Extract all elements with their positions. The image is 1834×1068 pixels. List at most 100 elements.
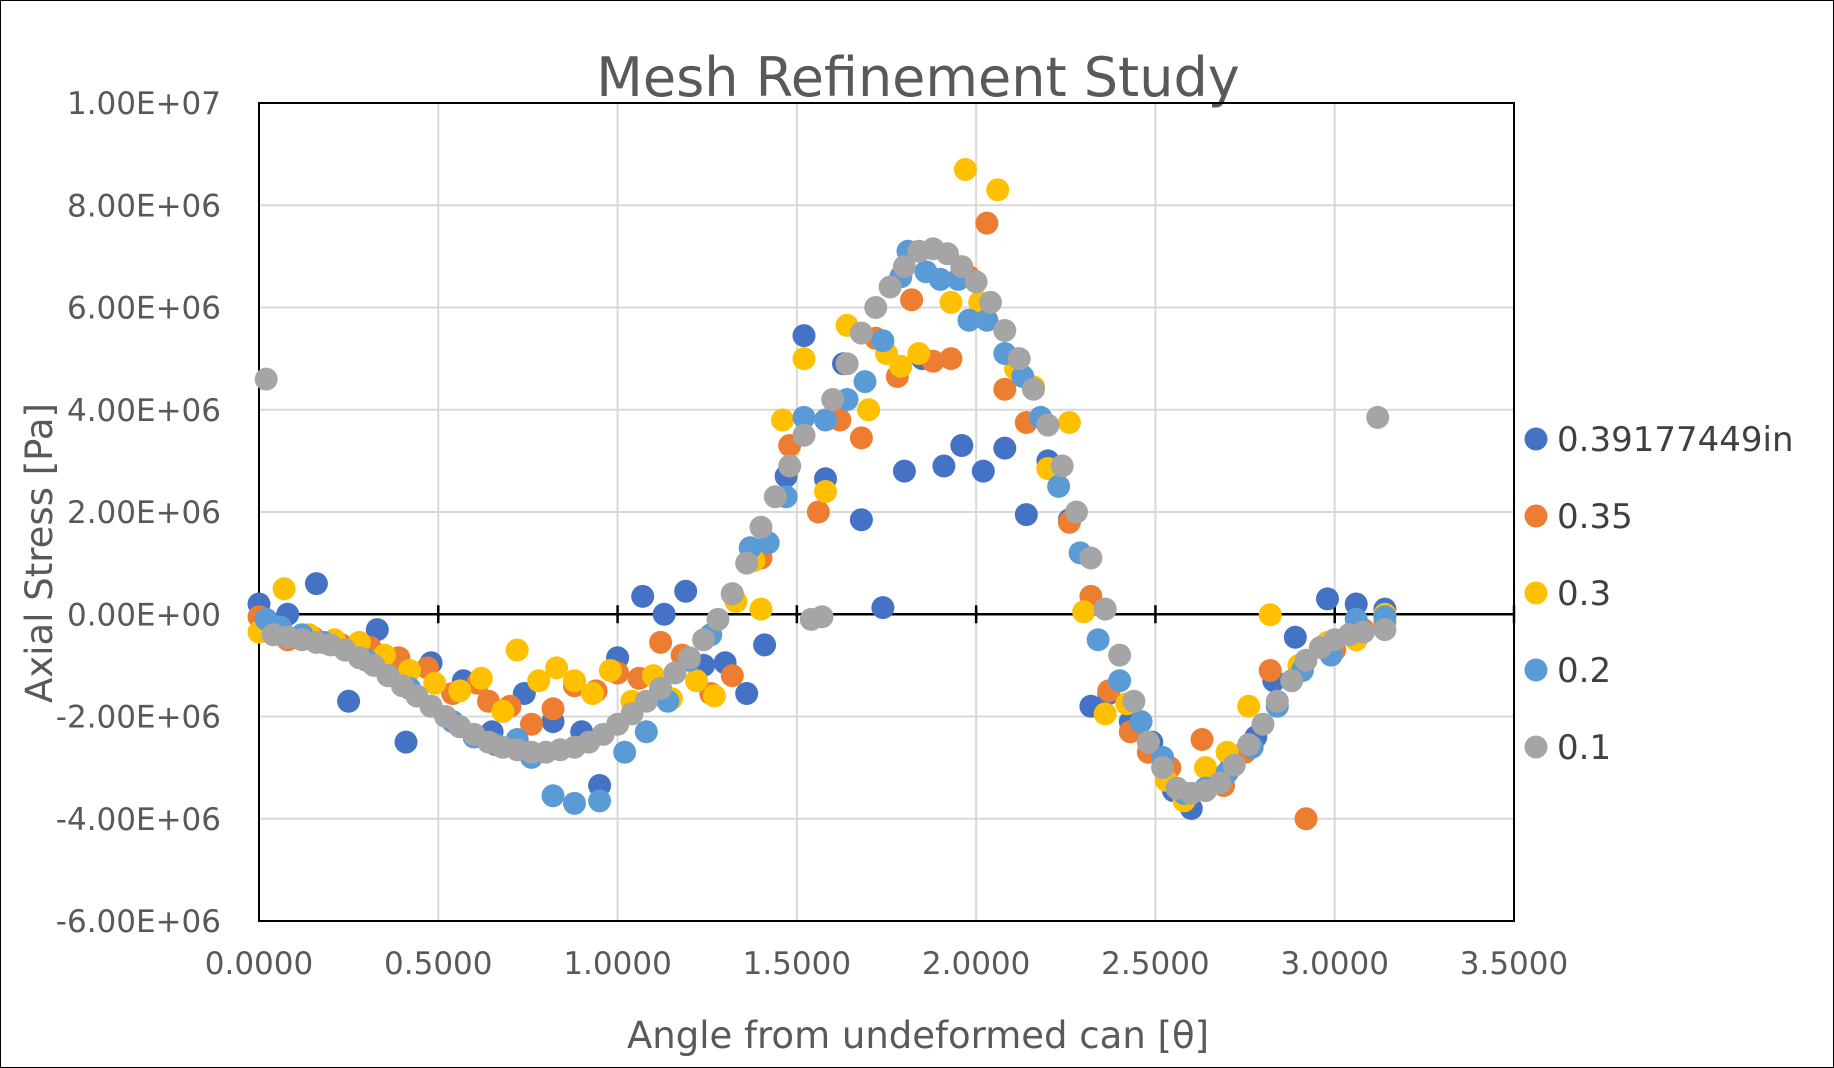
data-point [864,296,887,319]
data-point [1137,731,1160,754]
y-axis-title: Axial Stress [Pa] [18,403,61,703]
data-point [979,291,1002,314]
data-point [273,577,296,600]
data-point [814,409,837,432]
x-tick-labels: 0.0000 0.5000 1.0000 1.5000 2.0000 2.5000 3.00… [205,946,1568,982]
data-point [871,596,894,619]
x-tick-label: 0.5000 [384,946,492,982]
y-tick-label: 1.00E+07 [67,86,221,122]
data-point [1280,669,1303,692]
data-point [793,424,816,447]
data-point [599,659,622,682]
data-point [581,682,604,705]
data-point [692,628,715,651]
y-tick-label: -4.00E+06 [56,802,221,838]
data-point [778,455,801,478]
data-point [1366,406,1389,429]
data-point [940,291,963,314]
data-point [771,409,794,432]
y-tick-label: 6.00E+06 [67,291,221,327]
data-point [1094,702,1117,725]
data-point [850,322,873,345]
data-point [1316,587,1339,610]
data-point [1108,644,1131,667]
data-point [1072,600,1095,623]
data-point [850,508,873,531]
data-point [954,158,977,181]
data-point [753,633,776,656]
data-point [1008,347,1031,370]
data-point [588,789,611,812]
data-point [1087,628,1110,651]
x-tick-label: 1.0000 [563,946,671,982]
data-point [1079,547,1102,570]
data-point [1237,733,1260,756]
data-point [972,460,995,483]
data-point [836,352,859,375]
legend-marker [1525,736,1548,759]
y-tick-label: 4.00E+06 [67,393,221,429]
data-point [542,784,565,807]
data-point [893,460,916,483]
data-point [735,682,758,705]
data-point [1223,754,1246,777]
data-point [255,368,278,391]
data-point [993,319,1016,342]
data-point [653,603,676,626]
data-point [721,582,744,605]
data-point [1051,455,1074,478]
data-point [793,347,816,370]
legend: 0.39177449in 0.35 0.3 0.2 0.1 [1525,420,1794,768]
x-axis-title: Angle from undeformed can [θ] [627,1014,1209,1057]
data-point [940,347,963,370]
data-point [707,608,730,631]
data-point [1130,710,1153,733]
data-point [1065,501,1088,524]
data-point [1284,626,1307,649]
data-point [563,792,586,815]
data-point [793,324,816,347]
data-point [1259,603,1282,626]
data-point [1022,378,1045,401]
data-point [1209,772,1232,795]
data-points [248,158,1397,830]
data-point [1237,695,1260,718]
data-point [811,605,834,628]
data-point [750,598,773,621]
data-point [907,342,930,365]
data-point [1252,713,1275,736]
data-point [1259,659,1282,682]
data-point [900,288,923,311]
data-point [649,631,672,654]
legend-label: 0.35 [1557,497,1633,537]
x-tick-label: 2.0000 [922,946,1030,982]
legend-label: 0.1 [1557,728,1611,768]
y-tick-label: 0.00E+00 [67,597,221,633]
data-point [993,437,1016,460]
legend-marker [1525,582,1548,605]
data-point [395,731,418,754]
data-point [542,697,565,720]
x-tick-label: 1.5000 [743,946,851,982]
data-point [1058,411,1081,434]
data-point [1352,621,1375,644]
data-point [470,667,493,690]
data-point [685,669,708,692]
legend-marker [1525,505,1548,528]
data-point [1151,756,1174,779]
data-point [1015,503,1038,526]
series-0.3 [248,158,1397,812]
series-0.35 [248,212,1397,831]
y-tick-label: -2.00E+06 [56,700,221,736]
data-point [1122,690,1145,713]
y-tick-label: 2.00E+06 [67,495,221,531]
data-point [1373,618,1396,641]
data-point [635,720,658,743]
legend-marker [1525,428,1548,451]
data-point [764,485,787,508]
data-point [631,585,654,608]
data-point [1108,669,1131,692]
y-tick-labels: 1.00E+07 8.00E+06 6.00E+06 4.00E+06 2.00E+06… [56,86,221,940]
data-point [337,690,360,713]
